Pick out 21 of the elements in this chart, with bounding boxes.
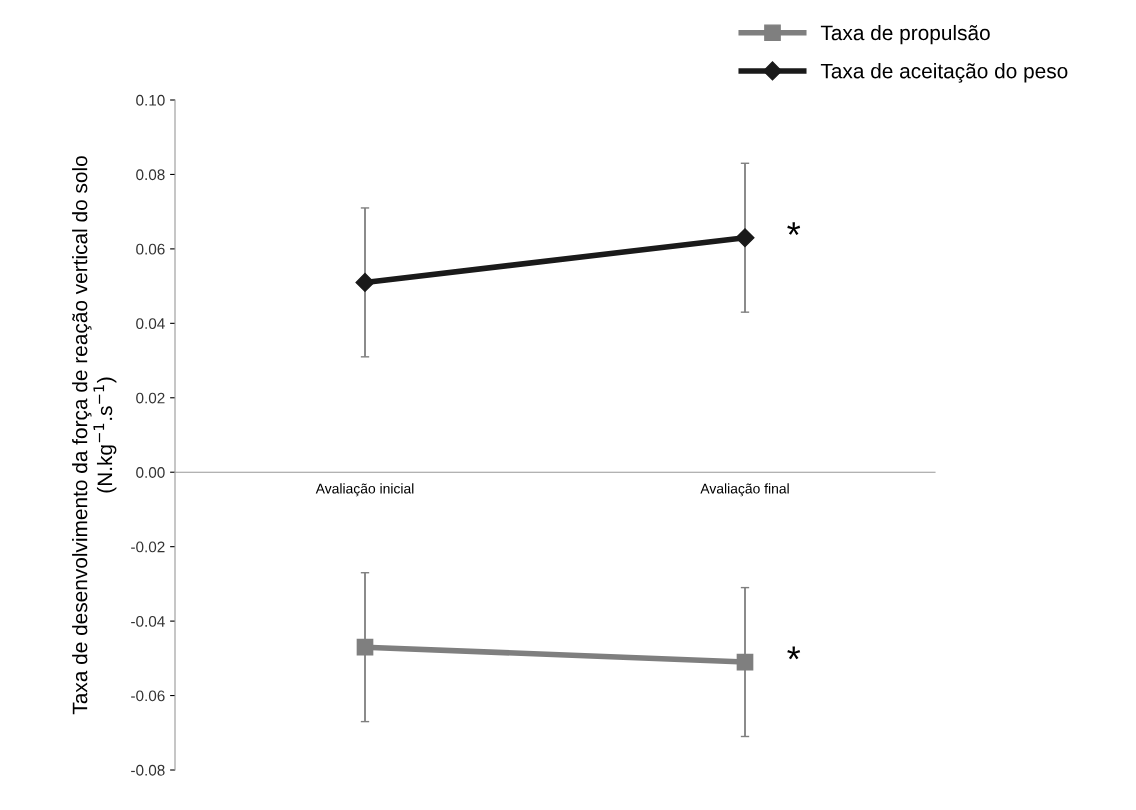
y-tick-label: 0.08 <box>136 169 165 181</box>
y-tick-label: 0.04 <box>136 318 165 330</box>
y-tick-label: 0.02 <box>136 392 165 404</box>
y-tick-label: 0.06 <box>136 243 165 255</box>
point <box>355 272 375 292</box>
x-tick-label: Avaliação inicial <box>315 483 414 497</box>
legend-label: Taxa de propulsão <box>820 24 990 45</box>
point <box>356 638 374 656</box>
annotation: * <box>787 222 801 235</box>
y-tick-label: -0.02 <box>131 541 165 553</box>
y-tick-label: -0.06 <box>131 690 165 702</box>
y-axis-title: Taxa de desenvolvimento da força de reação vertical do solo (N.kg$^{−1}$.s$^{−1}$) <box>72 156 117 715</box>
y-tick-label: 0.10 <box>136 94 165 106</box>
annotation: * <box>787 646 801 660</box>
legend-label: Taxa de aceitação do peso <box>820 63 1068 83</box>
point <box>736 653 754 671</box>
x-tick-label: Avaliação final <box>700 483 789 497</box>
y-tick-label: -0.04 <box>131 615 165 627</box>
y-tick-label: -0.08 <box>131 764 165 776</box>
point <box>735 228 755 248</box>
y-tick-label: 0.00 <box>136 467 165 478</box>
